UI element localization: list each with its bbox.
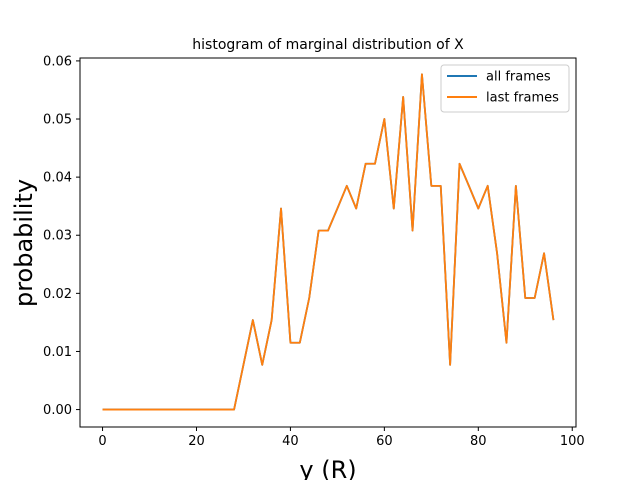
x-tick-label: 80 — [470, 434, 487, 449]
series-line-last-frames — [102, 73, 555, 411]
x-tick-label: 0 — [98, 434, 106, 449]
y-tick-label: 0.06 — [43, 54, 72, 69]
x-tick-label: 60 — [376, 434, 393, 449]
x-tick-label: 20 — [188, 434, 205, 449]
y-tick-label: 0.00 — [43, 403, 72, 418]
plot-frame — [79, 57, 577, 428]
legend: all frames last frames — [440, 64, 570, 113]
legend-label-all-frames: all frames — [486, 70, 551, 85]
y-tick-label: 0.02 — [43, 287, 72, 302]
x-tick-label: 100 — [560, 434, 585, 449]
y-tick-label: 0.05 — [43, 113, 72, 128]
x-axis-ticks: 0 20 40 60 80 100 — [98, 427, 585, 449]
y-tick-label: 0.04 — [43, 171, 72, 186]
x-axis-label: y (R) — [299, 456, 356, 480]
y-tick-label: 0.03 — [43, 229, 72, 244]
x-tick-label: 40 — [282, 434, 299, 449]
y-axis-ticks: 0.00 0.01 0.02 0.03 0.04 0.05 0.06 — [43, 54, 80, 418]
legend-label-last-frames: last frames — [486, 91, 559, 106]
chart-title: histogram of marginal distribution of X — [192, 37, 464, 53]
y-tick-label: 0.01 — [43, 345, 72, 360]
y-axis-label: probability — [10, 179, 38, 307]
series-layer — [102, 73, 555, 411]
